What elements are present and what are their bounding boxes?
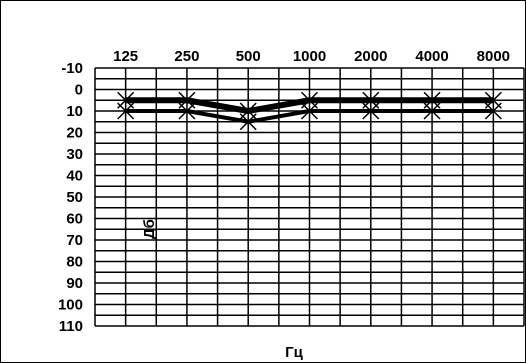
data-point-marker xyxy=(423,102,441,120)
y-tick-label: -10 xyxy=(61,60,83,77)
y-tick-label: 10 xyxy=(66,103,83,120)
y-tick-label: 90 xyxy=(66,275,83,292)
x-tick-label: 4000 xyxy=(415,48,448,65)
y-tick-label: 70 xyxy=(66,232,83,249)
y-tick-label: 50 xyxy=(66,189,83,206)
y-tick-label: 100 xyxy=(58,297,83,314)
data-point-marker xyxy=(362,102,380,120)
x-tick-label: 250 xyxy=(174,48,199,65)
y-axis-tick-labels: -10 0 10 20 30 40 50 60 70 80 90 100 110 xyxy=(58,60,83,335)
marker-stroke xyxy=(178,102,196,120)
y-tick-label: 40 xyxy=(66,168,83,185)
data-point-marker xyxy=(300,102,319,120)
marker-stroke xyxy=(300,102,319,120)
marker-stroke xyxy=(362,102,380,120)
data-point-marker xyxy=(117,102,135,120)
x-axis-title: Гц xyxy=(285,344,304,361)
data-point-marker xyxy=(239,113,257,131)
marker-stroke xyxy=(239,113,257,131)
x-axis-tick-labels: 125 250 500 1000 2000 4000 8000 xyxy=(113,48,510,65)
y-axis-title: Дб xyxy=(141,219,158,239)
marker-stroke xyxy=(423,102,441,120)
marker-stroke xyxy=(484,102,502,120)
x-tick-label: 500 xyxy=(236,48,261,65)
y-tick-label: 80 xyxy=(66,254,83,271)
x-tick-label: 1000 xyxy=(293,48,326,65)
y-tick-label: 60 xyxy=(66,211,83,228)
series-2 xyxy=(117,102,502,131)
data-point-marker xyxy=(484,102,502,120)
x-tick-label: 8000 xyxy=(477,48,510,65)
x-tick-label: 2000 xyxy=(354,48,387,65)
grid xyxy=(94,67,525,327)
y-tick-label: 110 xyxy=(59,318,83,335)
y-tick-label: 30 xyxy=(66,146,83,163)
y-tick-label: 20 xyxy=(66,125,83,142)
y-tick-label: 0 xyxy=(75,82,83,99)
x-tick-label: 125 xyxy=(113,48,138,65)
marker-stroke xyxy=(117,102,135,120)
data-point-marker xyxy=(178,102,196,120)
series-layer xyxy=(117,91,502,131)
